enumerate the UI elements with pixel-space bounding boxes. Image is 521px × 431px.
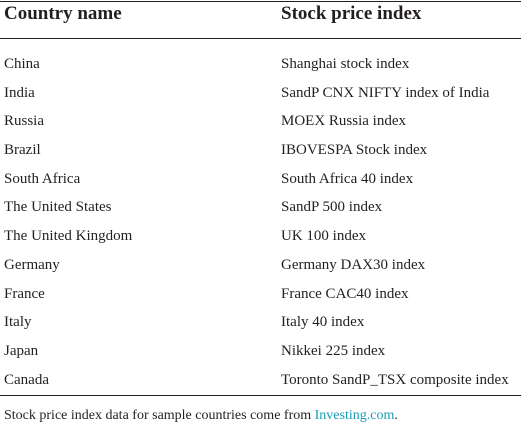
country-cell: Germany bbox=[4, 256, 60, 273]
country-cell: India bbox=[4, 84, 35, 101]
table-row: The United Kingdom UK 100 index bbox=[0, 222, 521, 251]
header-country-name: Country name bbox=[4, 3, 122, 24]
table-footnote: Stock price index data for sample countr… bbox=[4, 407, 398, 425]
country-cell: France bbox=[4, 285, 45, 302]
country-cell: Italy bbox=[4, 314, 32, 331]
table-row: Canada Toronto SandP_TSX composite index bbox=[0, 366, 521, 395]
table-top-rule bbox=[0, 1, 521, 2]
index-cell: Italy 40 index bbox=[281, 314, 365, 331]
table-row: France France CAC40 index bbox=[0, 280, 521, 309]
country-cell: Russia bbox=[4, 113, 45, 130]
table-row: Germany Germany DAX30 index bbox=[0, 251, 521, 280]
country-cell: Japan bbox=[4, 342, 39, 359]
table-row: The United States SandP 500 index bbox=[0, 193, 521, 222]
table-row: China Shanghai stock index bbox=[0, 50, 521, 79]
country-cell: South Africa bbox=[4, 170, 81, 187]
country-cell: Canada bbox=[4, 371, 49, 388]
table-row: Russia MOEX Russia index bbox=[0, 107, 521, 136]
index-cell: Toronto SandP_TSX composite index bbox=[281, 371, 509, 388]
index-cell: UK 100 index bbox=[281, 228, 366, 245]
header-stock-price-index: Stock price index bbox=[281, 3, 422, 24]
country-cell: The United Kingdom bbox=[4, 228, 133, 245]
table-row: South Africa South Africa 40 index bbox=[0, 165, 521, 194]
table-row: India SandP CNX NIFTY index of India bbox=[0, 79, 521, 108]
index-cell: Nikkei 225 index bbox=[281, 342, 386, 359]
country-cell: China bbox=[4, 56, 40, 72]
footnote-period: . bbox=[394, 408, 398, 423]
country-cell: The United States bbox=[4, 199, 112, 216]
index-cell: South Africa 40 index bbox=[281, 170, 414, 187]
index-cell: IBOVESPA Stock index bbox=[281, 142, 428, 159]
country-cell: Brazil bbox=[4, 142, 41, 159]
table-header-rule bbox=[0, 38, 521, 39]
index-cell: SandP 500 index bbox=[281, 199, 383, 216]
index-cell: Germany DAX30 index bbox=[281, 256, 426, 273]
table-row: Brazil IBOVESPA Stock index bbox=[0, 136, 521, 165]
table-body: China Shanghai stock index India SandP C… bbox=[0, 50, 521, 394]
table-header-row: Country name Stock price index bbox=[0, 1, 521, 38]
table-row: Italy Italy 40 index bbox=[0, 308, 521, 337]
investing-com-link[interactable]: Investing.com bbox=[314, 408, 395, 423]
index-cell: MOEX Russia index bbox=[281, 113, 406, 130]
table-bottom-rule bbox=[0, 395, 521, 396]
table-row: Japan Nikkei 225 index bbox=[0, 337, 521, 366]
index-cell: France CAC40 index bbox=[281, 285, 409, 302]
footnote-text: Stock price index data for sample countr… bbox=[4, 408, 315, 423]
index-cell: Shanghai stock index bbox=[281, 56, 410, 72]
index-cell: SandP CNX NIFTY index of India bbox=[281, 84, 490, 101]
